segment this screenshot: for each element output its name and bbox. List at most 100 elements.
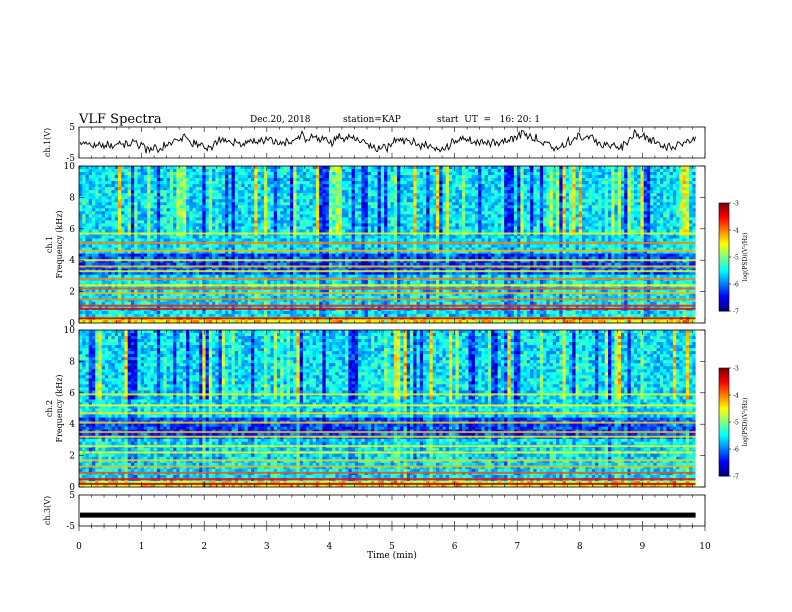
spectrogram-cell xyxy=(646,184,651,188)
spectrogram-cell xyxy=(588,166,593,170)
spectrogram-cell xyxy=(202,187,206,191)
spectrogram-cell xyxy=(448,199,453,203)
spectrogram-cell xyxy=(497,214,502,218)
spectrogram-cell xyxy=(79,214,83,218)
spectrogram-cell xyxy=(481,184,486,188)
spectrogram-cell xyxy=(637,208,641,212)
spectrogram-cell xyxy=(410,217,414,221)
spectrogram-cell xyxy=(513,181,518,185)
spectrogram-cell xyxy=(565,205,570,209)
spectrogram-cell xyxy=(640,202,645,206)
spectrogram-cell xyxy=(101,172,106,176)
spectrogram-cell xyxy=(140,184,145,188)
spectrogram-cell xyxy=(491,205,495,209)
spectrogram-cell xyxy=(309,175,314,179)
spectrogram-cell xyxy=(484,187,489,191)
spectrogram-cell xyxy=(452,220,456,224)
spectrogram-cell xyxy=(384,193,388,197)
spectrogram-cell xyxy=(179,169,184,173)
spectrogram-cell xyxy=(380,184,385,188)
spectrogram-cell xyxy=(299,223,304,227)
spectrogram-cell xyxy=(637,175,641,179)
spectrogram-cell xyxy=(520,220,525,224)
spectrogram-cell xyxy=(332,190,336,194)
spectrogram-cell xyxy=(98,178,103,182)
spectrogram-cell xyxy=(419,202,424,206)
spectrogram-cell xyxy=(611,181,615,185)
spectrogram-cell xyxy=(607,190,612,194)
spectrogram-cell xyxy=(617,184,622,188)
spectrogram-cell xyxy=(345,229,349,233)
spectrogram-cell xyxy=(299,166,304,170)
spectrogram-cell xyxy=(387,214,391,218)
spectrogram-cell xyxy=(380,217,385,221)
spectrogram-cell xyxy=(585,235,589,239)
spectrogram-cell xyxy=(377,214,382,218)
spectrogram-cell xyxy=(536,169,541,173)
spectrogram-cell xyxy=(546,208,550,212)
spectrogram-cell xyxy=(104,199,109,203)
spectrogram-cell xyxy=(676,208,680,212)
spectrogram-cell xyxy=(491,172,495,176)
spectrogram-cell xyxy=(108,244,112,248)
spectrogram-cell xyxy=(523,172,528,176)
spectrogram-cell xyxy=(325,181,330,185)
spectrogram-cell xyxy=(179,181,184,185)
spectrogram-cell xyxy=(556,193,560,197)
spectrogram-cell xyxy=(147,199,151,203)
spectrogram-cell xyxy=(293,226,297,230)
spectrogram-cell xyxy=(614,220,619,224)
spectrogram-cell xyxy=(134,238,138,242)
spectrogram-cell xyxy=(640,214,645,218)
spectrogram-cell xyxy=(79,178,83,182)
spectrogram-cell xyxy=(650,211,654,215)
spectrogram-cell xyxy=(377,223,382,227)
spectrogram-cell xyxy=(387,205,391,209)
spectrogram-cell xyxy=(98,196,103,200)
spectrogram-cell xyxy=(225,226,229,230)
spectrogram-cell xyxy=(280,202,284,206)
spectrogram-cell xyxy=(163,202,168,206)
spectrogram-cell xyxy=(85,199,90,203)
spectrogram-cell xyxy=(429,235,434,239)
spectrogram-cell xyxy=(218,175,223,179)
spectrogram-cell xyxy=(575,202,580,206)
spectrogram-cell xyxy=(124,226,129,230)
spectrogram-cell xyxy=(643,229,648,233)
spectrogram-cell xyxy=(624,238,628,242)
spectrogram-cell xyxy=(293,199,297,203)
spectrogram-cell xyxy=(572,229,576,233)
spectrogram-cell xyxy=(413,235,417,239)
spectrogram-cell xyxy=(289,235,294,239)
spectrogram-cell xyxy=(163,166,168,170)
spectrogram-cell xyxy=(500,172,505,176)
spectrogram-cell xyxy=(565,166,570,170)
spectrogram-cell xyxy=(286,199,291,203)
spectrogram-cell xyxy=(328,169,333,173)
spectrogram-cell xyxy=(367,229,372,233)
spectrogram-cell xyxy=(260,220,265,224)
spectrogram-cell xyxy=(471,214,476,218)
spectrogram-cell xyxy=(494,235,499,239)
spectrogram-cell xyxy=(614,181,619,185)
spectrogram-cell xyxy=(251,181,255,185)
spectrogram-cell xyxy=(556,184,560,188)
spectrogram-cell xyxy=(526,238,531,242)
spectrogram-cell xyxy=(364,223,369,227)
spectrogram-cell xyxy=(228,226,232,230)
spectrogram-cell xyxy=(150,238,155,242)
spectrogram-cell xyxy=(689,214,693,218)
spectrogram-cell xyxy=(153,169,158,173)
spectrogram-cell xyxy=(552,199,557,203)
spectrogram-cell xyxy=(497,217,502,221)
spectrogram-cell xyxy=(517,235,521,239)
spectrogram-cell xyxy=(302,190,307,194)
spectrogram-cell xyxy=(111,211,116,215)
spectrogram-cell xyxy=(280,169,284,173)
spectrogram-cell xyxy=(595,202,599,206)
spectrogram-cell xyxy=(397,187,401,191)
spectrogram-cell xyxy=(481,214,486,218)
spectrogram-cell xyxy=(575,196,580,200)
spectrogram-cell xyxy=(322,172,327,176)
spectrogram-cell xyxy=(672,190,677,194)
